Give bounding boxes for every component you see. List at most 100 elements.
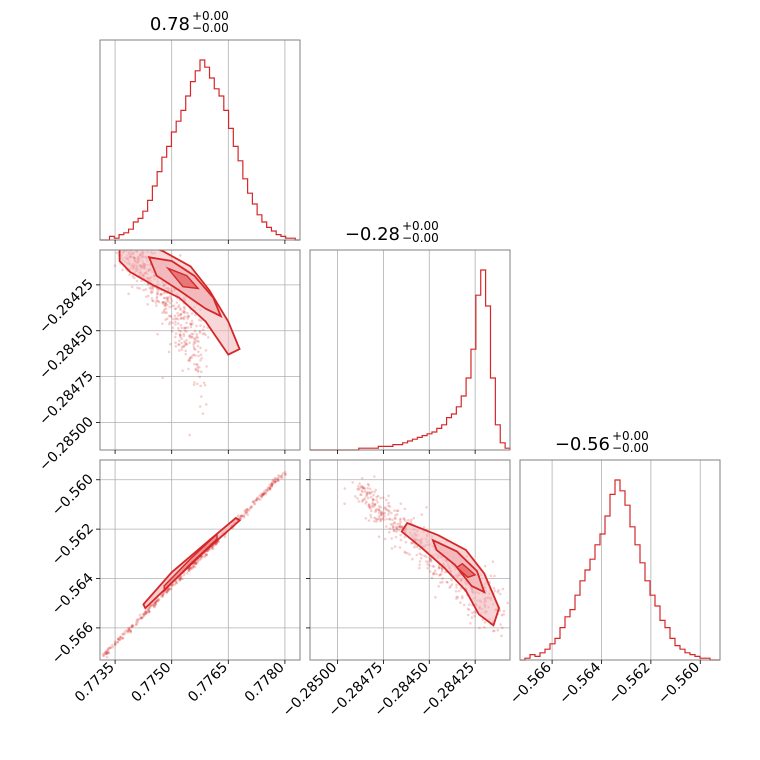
sample-point: [268, 483, 272, 486]
sample-point: [182, 305, 186, 309]
sample-point: [363, 489, 367, 493]
param-title-minus-2: −0.00: [612, 441, 649, 455]
sample-point: [367, 484, 371, 487]
sample-point: [109, 240, 112, 243]
sample-point: [177, 343, 180, 346]
sample-point: [379, 518, 383, 522]
density-contour: [165, 266, 200, 290]
sample-point: [190, 335, 194, 339]
sample-point: [194, 562, 198, 566]
sample-point: [489, 574, 493, 578]
sample-point: [171, 317, 175, 321]
sample-point: [441, 577, 444, 580]
sample-point: [431, 564, 434, 568]
sample-point: [201, 554, 205, 558]
sample-point: [387, 504, 390, 508]
sample-point: [166, 296, 169, 300]
density-contour: [455, 562, 477, 579]
sample-point: [166, 304, 169, 307]
sample-point: [121, 636, 125, 640]
sample-point: [107, 647, 110, 651]
sample-point: [393, 529, 396, 533]
sample-point: [373, 519, 376, 523]
sample-point: [168, 305, 172, 309]
density-contour: [400, 521, 500, 627]
sample-point: [214, 542, 218, 545]
sample-point: [249, 507, 253, 510]
sample-point: [119, 241, 122, 244]
sample-point: [260, 494, 263, 498]
sample-point: [105, 652, 109, 655]
sample-point: [111, 643, 114, 647]
sample-point: [365, 500, 368, 504]
sample-point: [455, 583, 458, 587]
sample-point: [398, 546, 402, 549]
sample-point: [411, 557, 414, 561]
sample-point: [172, 304, 176, 307]
sample-point: [135, 243, 138, 246]
sample-point: [391, 525, 395, 528]
sample-point: [181, 310, 185, 314]
sample-point: [140, 246, 143, 249]
sample-point: [369, 507, 372, 510]
sample-point: [398, 518, 402, 522]
sample-point: [121, 632, 124, 636]
sample-point: [432, 572, 435, 576]
sample-point: [369, 509, 373, 513]
sample-point: [194, 562, 197, 565]
sample-point: [255, 498, 259, 501]
sample-point: [101, 652, 105, 656]
sample-point: [147, 610, 151, 614]
sample-point: [393, 545, 397, 548]
sample-point: [441, 580, 444, 584]
sample-point: [404, 519, 407, 522]
sample-point: [170, 329, 174, 333]
sample-point: [144, 611, 148, 614]
sample-point: [163, 296, 167, 300]
sample-point: [190, 567, 193, 571]
sample-point: [130, 625, 134, 628]
sample-point: [367, 490, 371, 494]
sample-point: [165, 296, 169, 300]
sample-point: [116, 637, 120, 641]
sample-point: [361, 486, 364, 490]
sample-point: [179, 575, 182, 579]
sample-point: [269, 484, 272, 488]
sample-point: [104, 650, 107, 654]
sample-point: [174, 341, 177, 344]
sample-point: [181, 316, 185, 320]
sample-point: [161, 302, 165, 305]
sample-point: [380, 513, 383, 516]
sample-point: [194, 339, 197, 342]
sample-point: [391, 518, 394, 522]
sample-point: [455, 597, 458, 600]
sample-point: [399, 502, 403, 505]
sample-point: [470, 616, 474, 619]
sample-point: [195, 363, 198, 366]
sample-point: [168, 321, 172, 324]
sample-point: [493, 589, 497, 593]
sample-point: [104, 652, 107, 655]
sample-point: [122, 247, 125, 250]
sample-point: [179, 330, 183, 333]
sample-point: [141, 612, 145, 616]
sample-point: [140, 279, 143, 283]
sample-point: [128, 630, 132, 633]
sample-point: [399, 520, 402, 524]
sample-point: [260, 495, 264, 498]
sample-point: [249, 506, 252, 509]
sample-point: [135, 618, 139, 622]
sample-point: [151, 604, 154, 607]
sample-point: [246, 508, 250, 511]
sample-point: [162, 296, 166, 300]
sample-point: [394, 535, 398, 539]
sample-point: [184, 352, 188, 356]
sample-point: [178, 339, 181, 343]
density-contour: [163, 532, 218, 593]
sample-point: [238, 515, 242, 518]
sample-point: [116, 640, 120, 644]
sample-point: [166, 589, 170, 593]
sample-point: [360, 484, 364, 488]
sample-point: [343, 502, 346, 506]
sample-point: [127, 626, 130, 630]
